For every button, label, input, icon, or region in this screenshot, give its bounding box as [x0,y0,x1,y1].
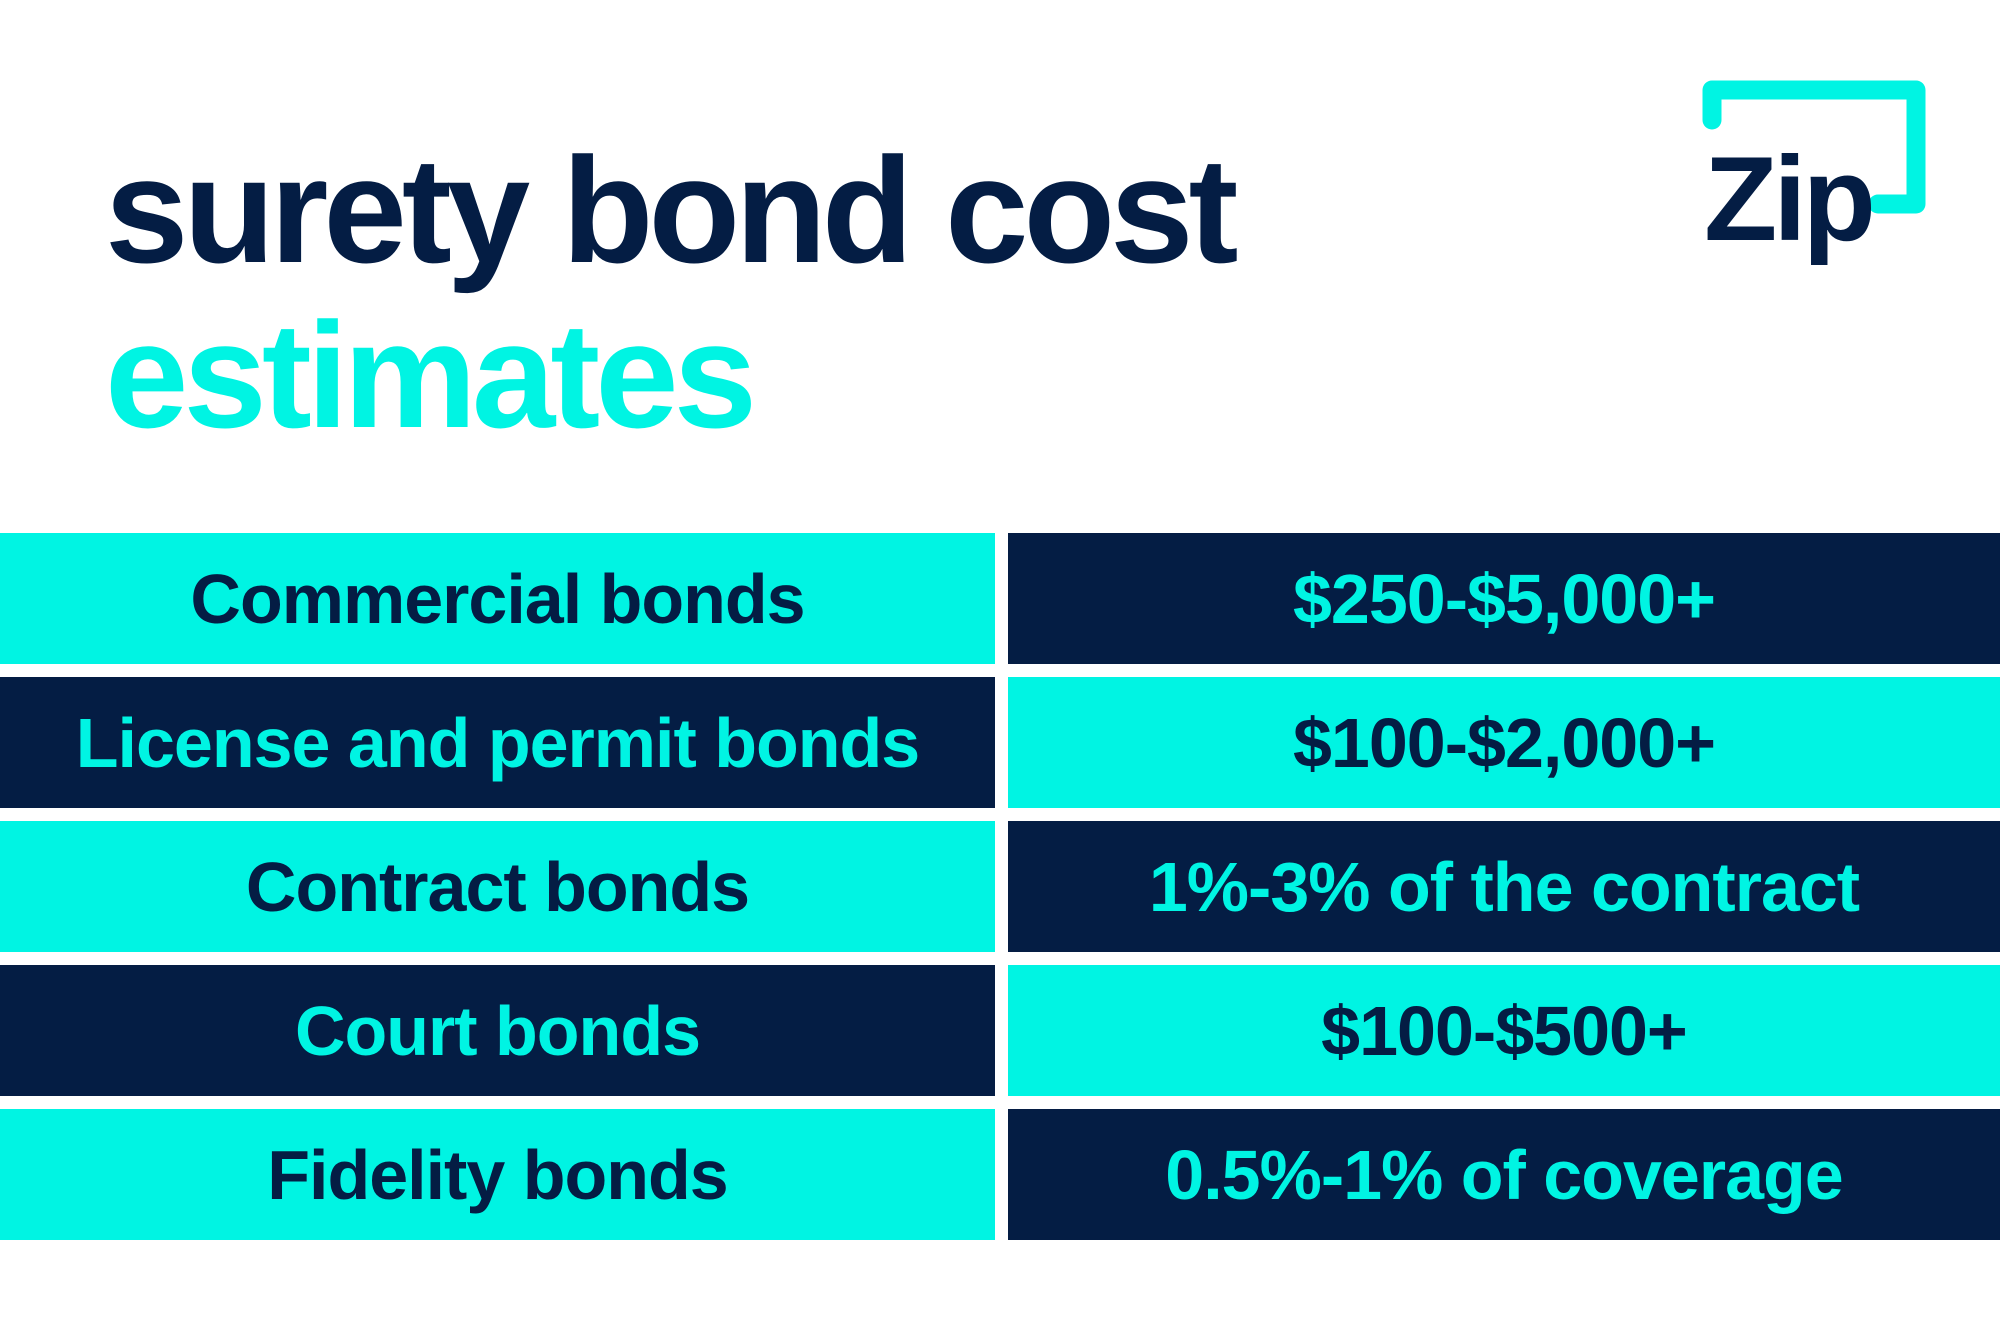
title-line-1: surety bond cost [105,126,1238,294]
cost-value: $100-$2,000+ [1292,703,1716,782]
bond-type-label: Commercial bonds [190,559,805,638]
title-line-2: estimates [105,291,757,459]
cost-cell: $250-$5,000+ [1008,533,2000,664]
cost-table: Commercial bonds $250-$5,000+ License an… [0,533,2000,1240]
bond-type-label: License and permit bonds [75,703,920,782]
zip-logo: Zip [1660,40,2000,280]
table-row: Fidelity bonds 0.5%-1% of coverage [0,1109,2000,1240]
bond-type-label: Fidelity bonds [267,1135,728,1214]
bond-type-cell: Fidelity bonds [0,1109,995,1240]
bond-type-label: Court bonds [294,991,701,1070]
cost-cell: $100-$500+ [1008,965,2000,1096]
zip-bracket-frame-icon [1702,80,1926,214]
table-row: Court bonds $100-$500+ [0,965,2000,1096]
table-row: Commercial bonds $250-$5,000+ [0,533,2000,664]
zip-logo-graphic: Zip [1702,80,1926,266]
cost-value: $100-$500+ [1321,991,1688,1070]
cost-value: 1%-3% of the contract [1148,847,1860,926]
cost-cell: $100-$2,000+ [1008,677,2000,808]
cost-cell: 1%-3% of the contract [1008,821,2000,952]
cost-cell: 0.5%-1% of coverage [1008,1109,2000,1240]
bond-type-cell: Contract bonds [0,821,995,952]
table-row: License and permit bonds $100-$2,000+ [0,677,2000,808]
bond-type-cell: License and permit bonds [0,677,995,808]
table-row: Contract bonds 1%-3% of the contract [0,821,2000,952]
bond-type-cell: Commercial bonds [0,533,995,664]
bond-type-label: Contract bonds [245,847,750,926]
zip-logo-text: Zip [1704,132,1872,266]
cost-value: 0.5%-1% of coverage [1165,1135,1843,1214]
cost-value: $250-$5,000+ [1292,559,1716,638]
page-title: surety bond cost estimates [105,126,1238,459]
bond-type-cell: Court bonds [0,965,995,1096]
